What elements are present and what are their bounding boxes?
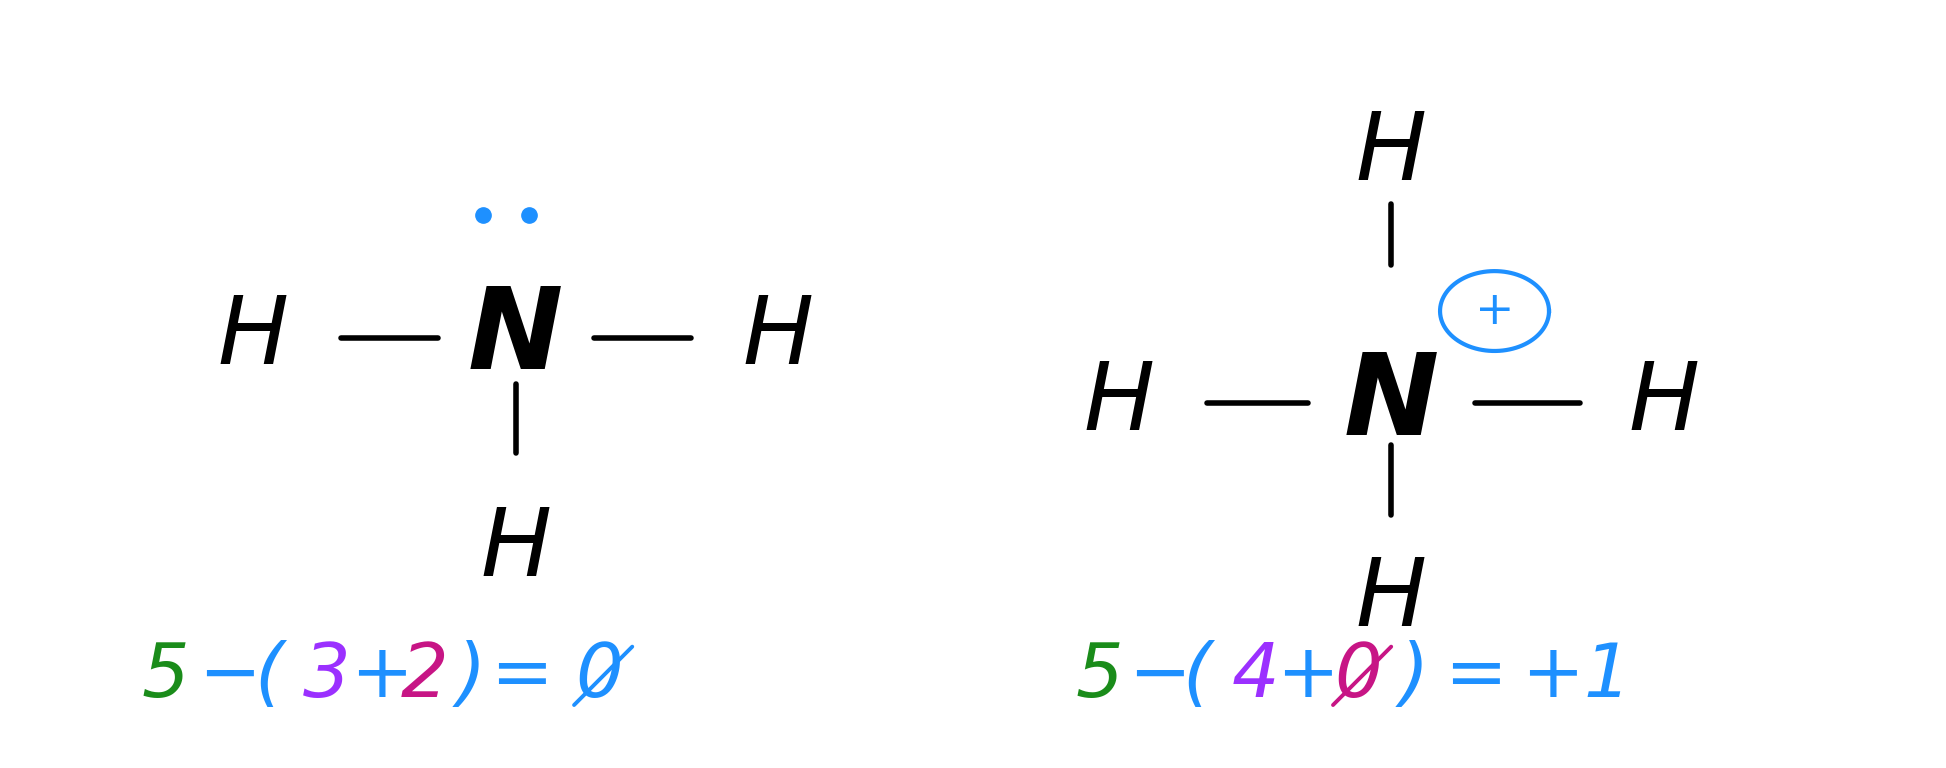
- Text: 2: 2: [401, 640, 448, 712]
- Text: +1: +1: [1522, 640, 1631, 712]
- Text: H: H: [1629, 358, 1699, 449]
- Text: 0: 0: [1335, 640, 1382, 712]
- Text: N: N: [1345, 348, 1438, 458]
- Text: H: H: [743, 293, 813, 383]
- Text: (: (: [253, 640, 284, 712]
- Text: (: (: [1181, 640, 1212, 712]
- Text: N: N: [469, 283, 562, 393]
- Text: 3: 3: [304, 640, 350, 712]
- Text: 0: 0: [576, 640, 623, 712]
- Text: +: +: [350, 640, 413, 712]
- Text: =: =: [490, 640, 553, 712]
- Text: 5: 5: [142, 640, 189, 712]
- Text: −: −: [198, 640, 261, 712]
- Text: H: H: [1356, 108, 1426, 199]
- Text: =: =: [1444, 640, 1506, 712]
- Text: 4: 4: [1232, 640, 1279, 712]
- Text: ): ): [1399, 640, 1430, 712]
- Text: H: H: [481, 504, 551, 594]
- Text: +: +: [1277, 640, 1339, 712]
- Text: +: +: [1475, 289, 1514, 333]
- Text: H: H: [218, 293, 288, 383]
- Text: H: H: [1084, 358, 1154, 449]
- Text: ): ): [455, 640, 486, 712]
- Text: 5: 5: [1076, 640, 1123, 712]
- Text: H: H: [1356, 554, 1426, 644]
- Text: −: −: [1129, 640, 1191, 712]
